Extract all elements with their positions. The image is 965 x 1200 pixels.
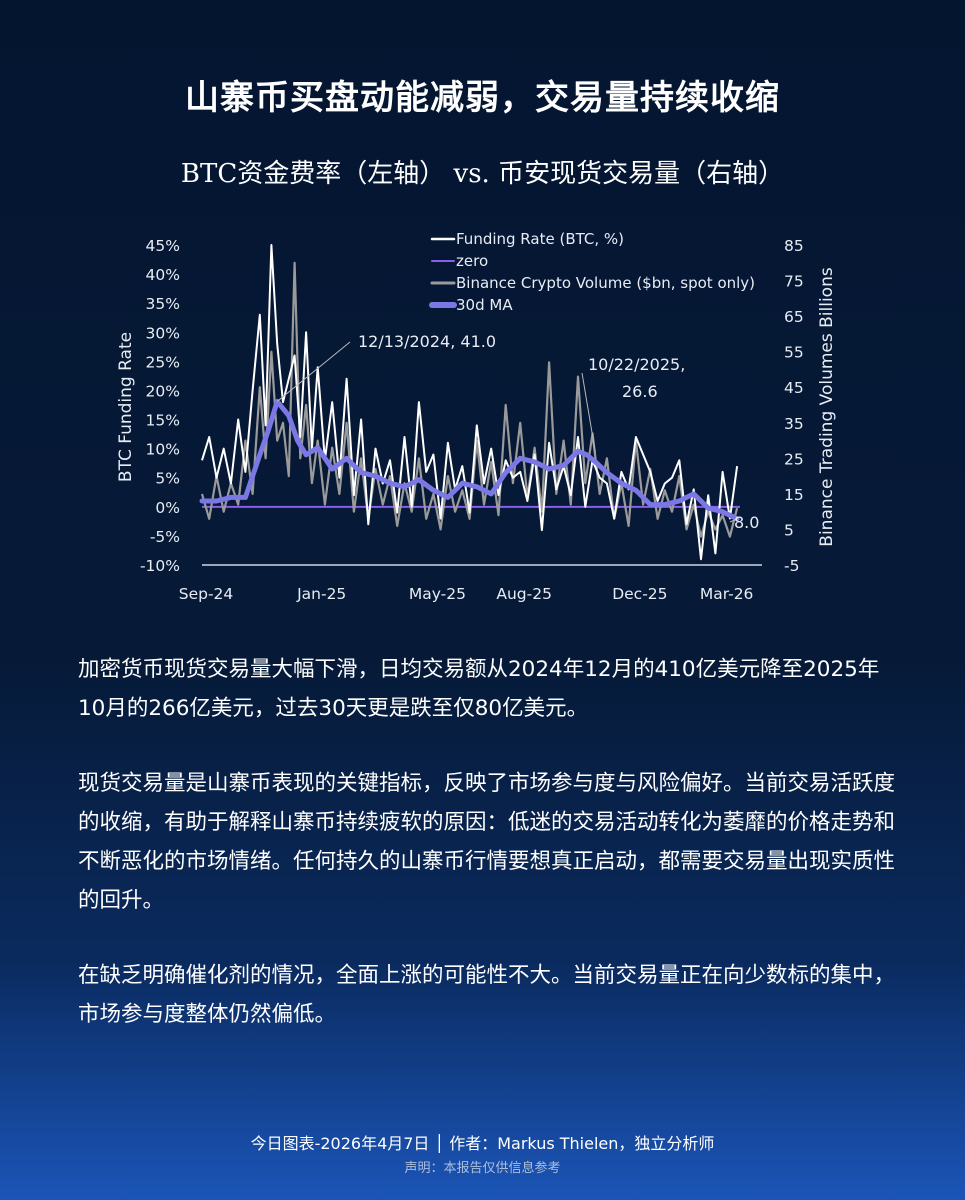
paragraph-1: 加密货币现货交易量大幅下滑，日均交易额从2024年12月的410亿美元降至202… (78, 657, 880, 721)
footer-disclaimer: 声明：本报告仅供信息参考 (404, 1161, 561, 1176)
annotation-peak-label: 12/13/2024, 41.0 (358, 332, 496, 351)
paragraph-3: 在缺乏明确催化剂的情况，全面上涨的可能性不大。当前交易量正在向少数标的集中，市场… (78, 963, 896, 1027)
page-title: 山寨币买盘动能减弱，交易量持续收缩 (185, 78, 780, 118)
chart-legend: Funding Rate (BTC, %) zero Binance Crypto … (429, 230, 755, 314)
left-tick-label: 35% (146, 295, 180, 313)
left-tick-label: -5% (150, 528, 180, 546)
right-axis-ticks: 85 75 65 55 45 35 25 15 5 -5 (784, 237, 804, 575)
right-tick-label: 25 (784, 450, 804, 468)
right-tick-label: 5 (784, 521, 794, 539)
right-tick-label: 45 (784, 379, 804, 397)
x-axis-ticks: Sep-24 Jan-25 May-25 Aug-25 Dec-25 Mar-26 (179, 585, 754, 603)
left-tick-label: 45% (146, 237, 180, 255)
left-tick-label: 5% (155, 470, 180, 488)
left-tick-label: 25% (146, 353, 180, 371)
legend-label: 30d MA (456, 296, 513, 314)
right-tick-label: 55 (784, 344, 804, 362)
y-right-axis-label: Binance Trading Volumes Billions (817, 267, 837, 547)
right-tick-label: -5 (784, 557, 799, 575)
legend-label: Funding Rate (BTC, %) (456, 230, 624, 248)
annotation-oct-value: 26.6 (622, 382, 658, 401)
annotation-oct-label: 10/22/2025, (588, 355, 685, 374)
x-tick-label: May-25 (409, 585, 466, 603)
right-tick-label: 15 (784, 486, 804, 504)
right-tick-label: 35 (784, 415, 804, 433)
right-tick-label: 65 (784, 308, 804, 326)
left-axis-ticks: 45% 40% 35% 30% 25% 20% 15% 10% 5% 0% -5% -10% (140, 237, 180, 575)
left-tick-label: 30% (146, 324, 180, 342)
paragraph-2: 现货交易量是山寨币表现的关键指标，反映了市场参与度与风险偏好。当前交易活跃度的收… (78, 771, 896, 913)
x-tick-label: Aug-25 (496, 585, 552, 603)
annotation-leader (729, 518, 738, 523)
left-tick-label: 40% (146, 266, 180, 284)
footer-byline: 今日图表-2026年4月7日 │ 作者：Markus Thielen，独立分析师 (250, 1134, 715, 1153)
funding-series-line (201, 244, 739, 561)
ma-series-line (199, 398, 740, 522)
legend-label: Binance Crypto Volume ($bn, spot only) (456, 274, 755, 292)
chart-subtitle: BTC资金费率（左轴） vs. 币安现货交易量（右轴） (180, 159, 785, 189)
x-tick-label: Jan-25 (296, 585, 346, 603)
funding-volume-chart: 45% 40% 35% 30% 25% 20% 15% 10% 5% 0% -5% -10% 85 75… (116, 230, 837, 603)
annotation-latest-label: 8.0 (734, 513, 759, 532)
left-tick-label: 10% (146, 441, 180, 459)
right-tick-label: 85 (784, 237, 804, 255)
left-tick-label: 0% (155, 499, 180, 517)
y-left-axis-label: BTC Funding Rate (116, 332, 136, 482)
annotation-leader (276, 341, 351, 402)
left-tick-label: 20% (146, 382, 180, 400)
annotations: 12/13/2024, 41.0 10/22/2025, 26.6 8.0 (276, 332, 759, 532)
x-tick-label: Sep-24 (179, 585, 234, 603)
left-tick-label: -10% (140, 557, 180, 575)
right-tick-label: 75 (784, 273, 804, 291)
volume-series-line (200, 261, 739, 538)
left-tick-label: 15% (146, 412, 180, 430)
x-tick-label: Dec-25 (612, 585, 667, 603)
legend-label: zero (456, 252, 488, 270)
x-tick-label: Mar-26 (700, 585, 754, 603)
annotation-leader (581, 372, 596, 453)
